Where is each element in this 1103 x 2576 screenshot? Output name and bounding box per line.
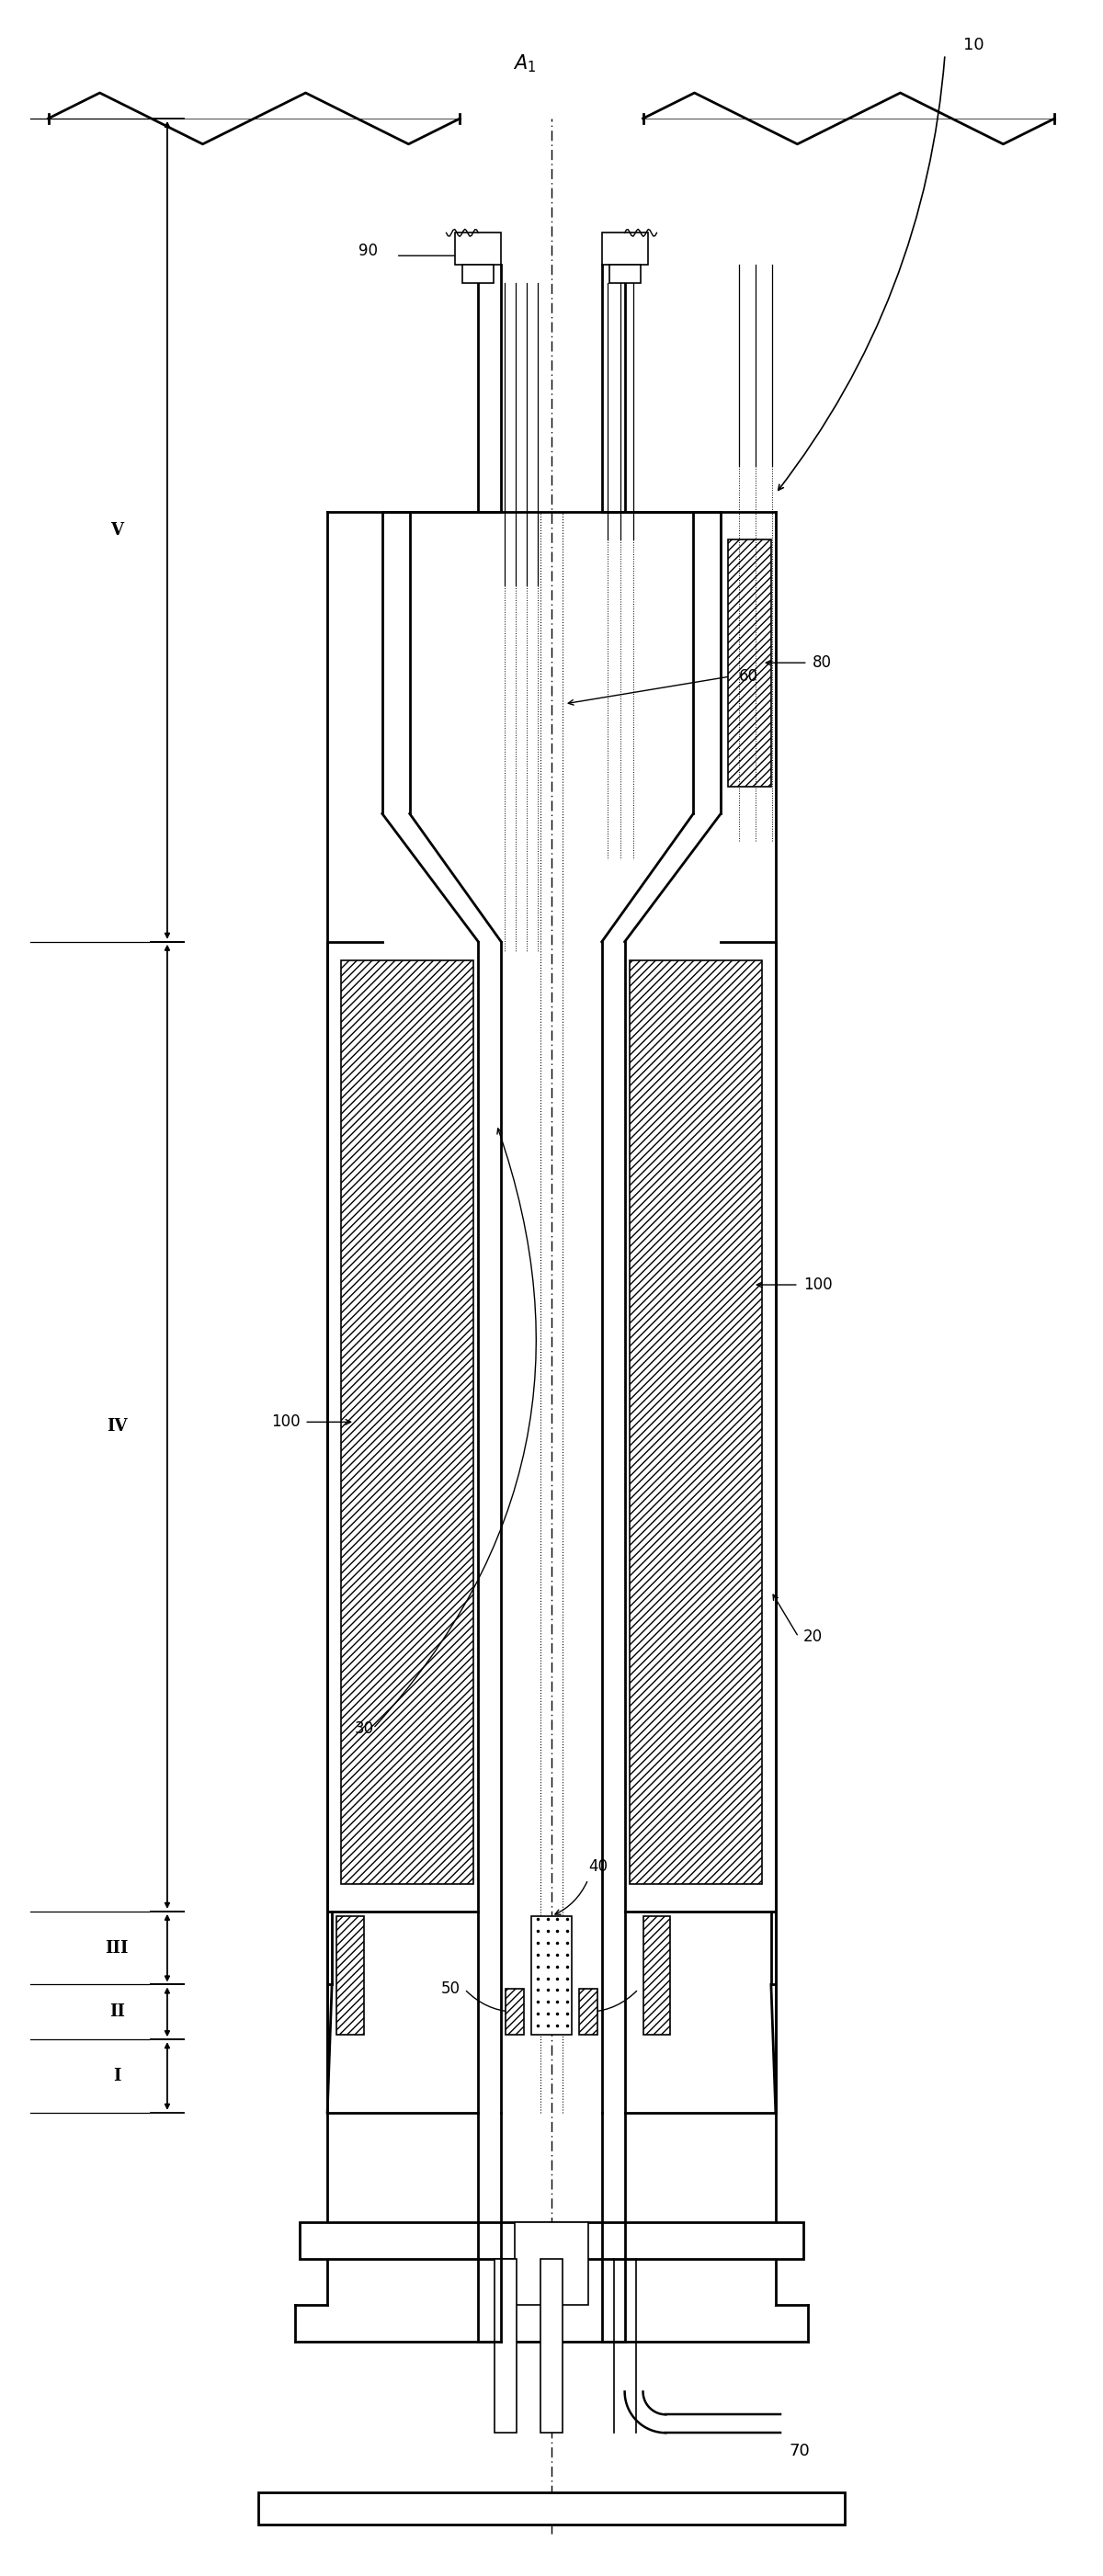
Text: I: I	[113, 2069, 121, 2084]
Bar	[609, 265, 640, 283]
Bar	[495, 2259, 516, 2432]
Bar	[506, 1989, 524, 2035]
Bar	[643, 1917, 671, 2035]
Bar	[300, 2223, 803, 2259]
Text: 50: 50	[441, 1981, 460, 1996]
Bar	[602, 232, 647, 265]
Text: 30: 30	[355, 1721, 374, 1736]
Bar	[341, 961, 473, 1883]
Text: 90: 90	[358, 242, 377, 260]
Bar	[515, 2223, 588, 2306]
Bar	[259, 2494, 844, 2524]
Text: 70: 70	[790, 2442, 811, 2460]
Bar	[630, 961, 762, 1883]
Bar	[456, 232, 501, 265]
Bar	[540, 2259, 563, 2432]
Bar	[463, 265, 494, 283]
Text: 10: 10	[963, 36, 984, 54]
Bar	[336, 1917, 364, 2035]
Text: IV: IV	[107, 1419, 127, 1435]
Text: V: V	[110, 523, 124, 538]
Bar	[728, 538, 771, 786]
Bar	[531, 1917, 572, 2035]
Text: 80: 80	[812, 654, 832, 670]
Text: II: II	[109, 2004, 125, 2020]
Text: 60: 60	[739, 667, 759, 685]
Text: 100: 100	[803, 1278, 832, 1293]
Bar	[579, 1989, 597, 2035]
Text: $A_1$: $A_1$	[513, 52, 536, 75]
Text: 40: 40	[588, 1857, 608, 1875]
Text: 20: 20	[803, 1628, 823, 1646]
Text: III: III	[105, 1940, 129, 1955]
Text: 100: 100	[271, 1414, 300, 1430]
Text: 50: 50	[643, 1981, 662, 1996]
